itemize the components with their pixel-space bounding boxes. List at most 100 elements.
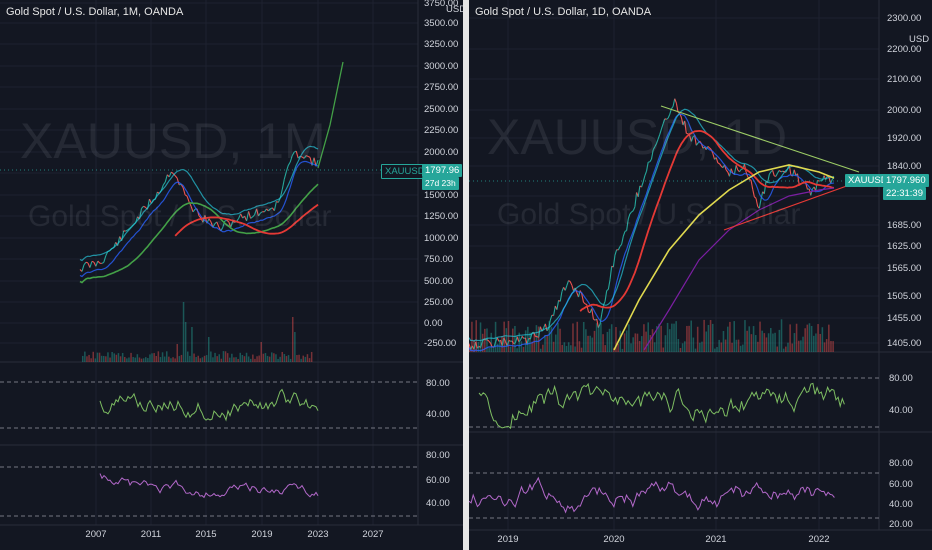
price-candle (632, 206, 636, 211)
chart-pane-left[interactable]: 3750.00 3500.00 3250.00 3000.00 2750.00 2500.… (0, 0, 463, 550)
chart-canvas-right[interactable]: 2300.00 2200.00 2100.00 2000.00 1920.00 1840.… (469, 0, 932, 550)
volume-bar (727, 326, 729, 352)
price-candle (767, 174, 770, 183)
volume-bar (155, 355, 157, 362)
volume-bar (686, 325, 688, 352)
volume-bar (572, 323, 574, 352)
volume-bar (117, 353, 120, 362)
price-candle (170, 171, 174, 175)
oscillator-axis-label: 80.00 (426, 450, 450, 461)
price-candle (287, 161, 291, 166)
price-candle (664, 118, 667, 120)
chart-canvas-left[interactable]: 3750.00 3500.00 3250.00 3000.00 2750.00 2500.… (0, 0, 463, 550)
volume-bar (649, 335, 652, 352)
price-candle (291, 151, 295, 157)
price-candle (709, 147, 712, 150)
price-candle (652, 146, 656, 151)
price-candle (654, 143, 657, 147)
volume-bar (203, 355, 206, 362)
volume-bar (492, 348, 495, 352)
price-candle (97, 260, 101, 264)
volume-bar (791, 343, 794, 352)
price-candle (805, 183, 808, 190)
price-candle (216, 221, 220, 228)
price-axis-label: 1920.00 (887, 133, 921, 144)
price-candle (622, 231, 626, 237)
volume-bar (520, 341, 523, 352)
volume-bar (714, 348, 716, 352)
volume-bar (735, 339, 738, 352)
volume-bar (606, 331, 609, 352)
volume-bar (149, 354, 151, 362)
price-candle (680, 117, 684, 125)
price-candle (655, 138, 659, 144)
price-candle (755, 198, 759, 207)
volume-bar (157, 351, 160, 362)
price-candle (599, 314, 603, 325)
volume-bar (168, 356, 170, 362)
volume-bar (660, 325, 662, 352)
volume-bar (132, 357, 134, 362)
price-candle (617, 246, 621, 251)
price-axis-label: 1405.00 (887, 338, 921, 349)
volume-bar (182, 302, 185, 362)
price-axis-label: 1840.00 (887, 161, 921, 172)
price-candle (662, 118, 666, 124)
price-candle (285, 165, 289, 173)
oscillator-axis-label: 40.00 (426, 409, 450, 420)
volume-bar (675, 321, 677, 352)
price-candle (273, 201, 277, 211)
volume-bar (737, 339, 740, 352)
oscillator-axis-label: 40.00 (889, 405, 913, 416)
price-axis-label: 3500.00 (424, 18, 458, 29)
volume-bar (656, 326, 658, 352)
volume-bar (475, 320, 477, 352)
volume-bar (720, 342, 723, 352)
price-candle (480, 341, 483, 348)
volume-bar (684, 341, 686, 352)
price-candle (519, 336, 523, 341)
price-candle (772, 170, 775, 177)
price-candle (689, 135, 692, 142)
volume-bar (140, 358, 143, 362)
price-candle (87, 262, 91, 268)
pane-divider[interactable] (463, 0, 469, 550)
price-candle (469, 343, 472, 350)
volume-bar (757, 341, 759, 352)
volume-bar (138, 357, 141, 362)
volume-bar (174, 358, 176, 362)
trendline-upper (660, 105, 860, 173)
volume-bar (550, 327, 553, 352)
volume-bar (709, 319, 712, 352)
price-candle (544, 323, 548, 331)
chart-pane-right[interactable]: 2300.00 2200.00 2100.00 2000.00 1920.00 1840.… (469, 0, 932, 550)
volume-bar (224, 351, 227, 362)
price-axis-label: 2500.00 (424, 104, 458, 115)
volume-bar (163, 356, 166, 362)
volume-bar (205, 355, 208, 362)
price-candle (486, 339, 490, 342)
volume-bar (574, 346, 576, 352)
volume-bar (294, 332, 296, 362)
price-candle (796, 173, 800, 185)
price-candle (266, 208, 269, 212)
volume-bar (271, 352, 273, 362)
price-axis-label: 2750.00 (424, 82, 458, 93)
price-candle (184, 194, 188, 197)
volume-bar (733, 321, 735, 352)
volume-bar (220, 358, 223, 362)
volume-bar (815, 333, 817, 352)
volume-bar (544, 335, 546, 352)
volume-bar (617, 343, 619, 352)
volume-bar (289, 358, 292, 362)
price-candle (89, 261, 93, 268)
price-candle (176, 177, 180, 186)
price-candle (591, 308, 594, 320)
oscillator-2-line (99, 473, 319, 499)
price-candle (258, 212, 261, 217)
price-candle (83, 261, 87, 266)
volume-bar (619, 330, 622, 352)
volume-bar (103, 355, 105, 362)
price-candle (612, 255, 616, 268)
volume-bar (481, 333, 484, 352)
